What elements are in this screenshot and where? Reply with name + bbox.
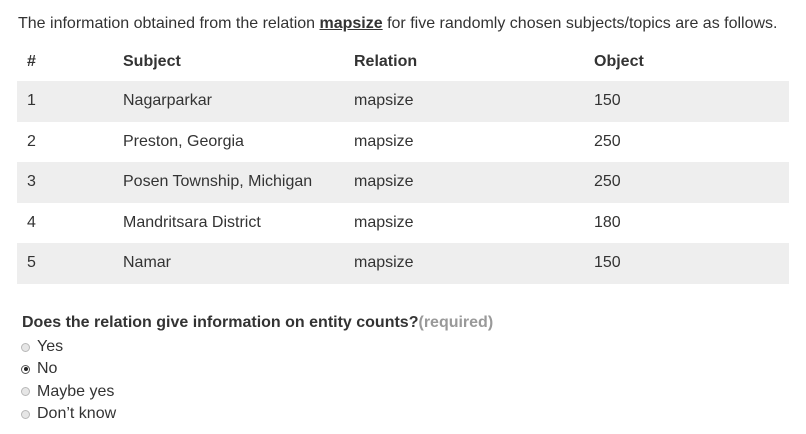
cell-object: 180	[594, 213, 621, 231]
option-label: Don’t know	[37, 405, 117, 423]
header-number: #	[27, 52, 36, 70]
cell-subject: Nagarparkar	[123, 92, 212, 110]
option-no[interactable]: No	[21, 358, 116, 380]
header-relation: Relation	[354, 52, 418, 70]
table-row: 5 Namar mapsize 150	[17, 243, 789, 284]
option-label: No	[37, 360, 58, 378]
intro-before: The information obtained from the relati…	[18, 15, 320, 32]
cell-relation: mapsize	[354, 173, 414, 191]
option-maybe-yes[interactable]: Maybe yes	[21, 381, 116, 403]
cell-object: 250	[594, 173, 621, 191]
answer-options: Yes No Maybe yes Don’t know	[21, 336, 116, 425]
cell-number: 3	[27, 173, 36, 191]
header-object: Object	[594, 52, 644, 70]
table-row: 1 Nagarparkar mapsize 150	[17, 81, 789, 122]
radio-maybe-yes[interactable]	[21, 387, 30, 397]
cell-relation: mapsize	[354, 92, 414, 110]
relation-name: mapsize	[319, 15, 383, 32]
cell-relation: mapsize	[354, 132, 414, 150]
cell-number: 4	[27, 213, 36, 231]
required-label: (required)	[418, 314, 494, 331]
cell-number: 5	[27, 254, 36, 272]
radio-yes[interactable]	[21, 342, 30, 352]
question-heading: Does the relation give information on en…	[22, 314, 493, 332]
cell-object: 250	[594, 132, 621, 150]
option-yes[interactable]: Yes	[21, 336, 116, 358]
table-row: 4 Mandritsara District mapsize 180	[17, 203, 789, 244]
cell-object: 150	[594, 254, 621, 272]
cell-subject: Mandritsara District	[123, 213, 261, 231]
cell-subject: Preston, Georgia	[123, 132, 244, 150]
option-dont-know[interactable]: Don’t know	[21, 403, 116, 425]
option-label: Maybe yes	[37, 382, 115, 400]
cell-relation: mapsize	[354, 213, 414, 231]
cell-subject: Namar	[123, 254, 172, 272]
cell-subject: Posen Township, Michigan	[123, 173, 313, 191]
radio-dont-know[interactable]	[21, 409, 30, 419]
relation-table: # Subject Relation Object 1 Nagarparkar …	[17, 42, 789, 284]
table-row: 3 Posen Township, Michigan mapsize 250	[17, 162, 789, 203]
table-row: 2 Preston, Georgia mapsize 250	[17, 122, 789, 163]
table-header-row: # Subject Relation Object	[17, 42, 789, 81]
cell-relation: mapsize	[354, 254, 414, 272]
header-subject: Subject	[123, 52, 181, 70]
cell-number: 2	[27, 132, 36, 150]
option-label: Yes	[37, 338, 64, 356]
radio-no[interactable]	[21, 364, 30, 374]
intro-after: for five randomly chosen subjects/topics…	[382, 15, 778, 32]
intro-text: The information obtained from the relati…	[18, 14, 798, 34]
question-text: Does the relation give information on en…	[22, 314, 419, 331]
cell-number: 1	[27, 92, 36, 110]
cell-object: 150	[594, 92, 621, 110]
